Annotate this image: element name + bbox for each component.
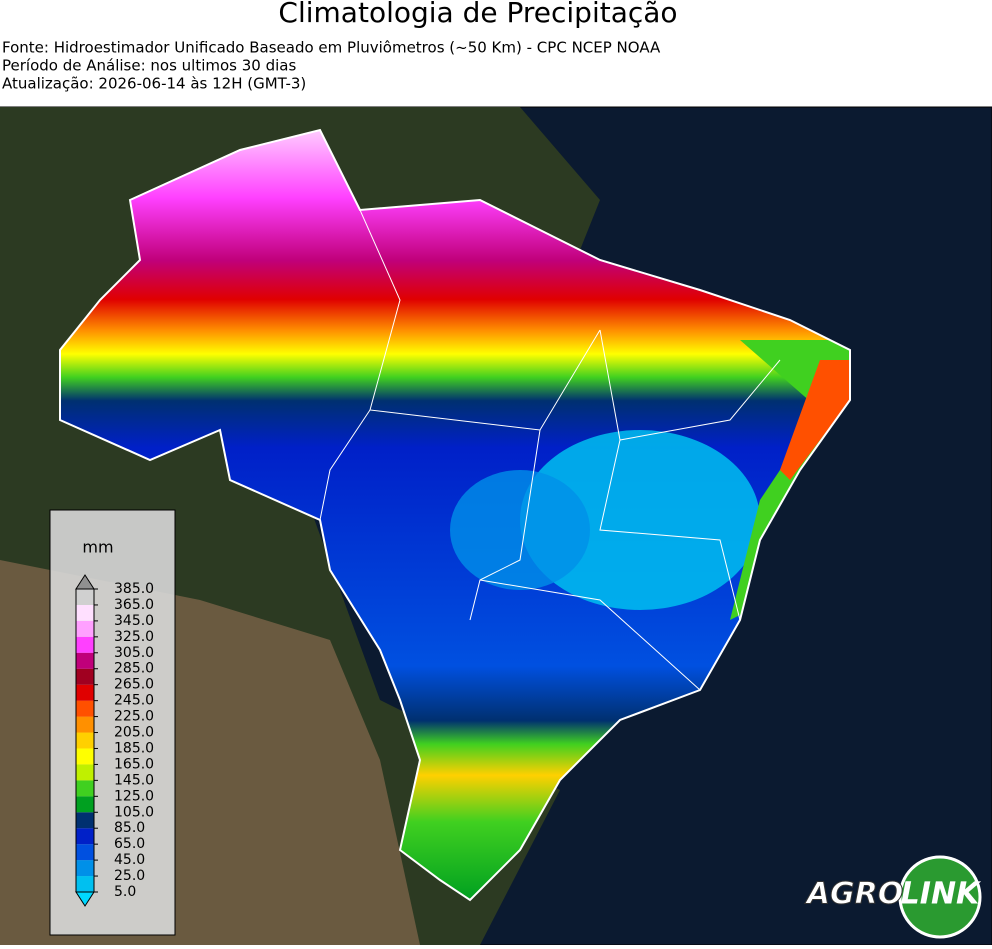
color-band <box>76 668 94 685</box>
legend-title: mm <box>82 538 113 557</box>
tick-label: 245.0 <box>114 693 154 709</box>
logo: AGRO LINK <box>804 855 982 939</box>
tick-label: 385.0 <box>114 581 154 597</box>
tick-label: 85.0 <box>114 820 145 836</box>
tick-label: 205.0 <box>114 725 154 741</box>
color-band <box>76 876 94 892</box>
tick-label: 165.0 <box>114 756 154 772</box>
tick-label: 125.0 <box>114 788 154 804</box>
tick-label: 305.0 <box>114 645 154 661</box>
color-band <box>76 684 94 701</box>
map <box>0 106 992 946</box>
tick-label: 285.0 <box>114 661 154 677</box>
color-band <box>76 796 94 813</box>
tick-label: 145.0 <box>114 772 154 788</box>
colorbar-frame <box>75 588 95 893</box>
legend: mm 5.025.045.065.085.0105.0125.0145.0165… <box>49 509 176 936</box>
border <box>59 128 851 902</box>
title: Climatologia de Precipitação <box>278 0 677 29</box>
color-band <box>76 764 94 781</box>
color-band <box>76 589 94 605</box>
tick-label: 105.0 <box>114 804 154 820</box>
period-line: Período de Análise: nos ultimos 30 dias <box>2 57 296 75</box>
logo-left: AGRO <box>805 877 903 912</box>
update-line: Atualização: 2026-06-14 às 12H (GMT-3) <box>2 75 306 93</box>
color-band <box>76 748 94 765</box>
field-light <box>520 430 760 610</box>
tick-label: 345.0 <box>114 613 154 629</box>
tick-label: 65.0 <box>114 836 145 852</box>
tick-label: 225.0 <box>114 709 154 725</box>
color-band <box>76 716 94 733</box>
color-band <box>76 636 94 653</box>
color-band <box>76 860 94 877</box>
tick-label: 45.0 <box>114 852 145 868</box>
color-band <box>76 652 94 669</box>
color-band <box>76 780 94 797</box>
field-coast <box>780 360 850 480</box>
color-band <box>76 828 94 845</box>
tick-label: 365.0 <box>114 597 154 613</box>
tick-label: 5.0 <box>114 884 136 900</box>
logo-right: LINK <box>901 877 982 912</box>
color-band <box>76 604 94 621</box>
color-band <box>76 844 94 861</box>
tick-label: 25.0 <box>114 868 145 884</box>
color-band <box>76 620 94 637</box>
tick-label: 265.0 <box>114 677 154 693</box>
tick-label: 185.0 <box>114 740 154 756</box>
legend-box <box>49 509 176 936</box>
tick-label: 325.0 <box>114 629 154 645</box>
color-band <box>76 732 94 749</box>
color-band <box>76 812 94 829</box>
source-line: Fonte: Hidroestimador Unificado Baseado … <box>2 39 661 57</box>
state-borders <box>319 209 781 691</box>
field-light <box>450 470 590 590</box>
color-band <box>76 700 94 717</box>
logo-circle <box>898 855 982 939</box>
